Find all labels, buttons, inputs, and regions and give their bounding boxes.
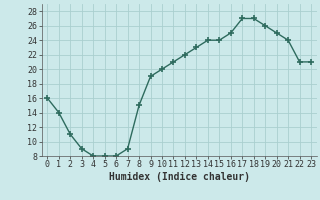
X-axis label: Humidex (Indice chaleur): Humidex (Indice chaleur) xyxy=(109,172,250,182)
